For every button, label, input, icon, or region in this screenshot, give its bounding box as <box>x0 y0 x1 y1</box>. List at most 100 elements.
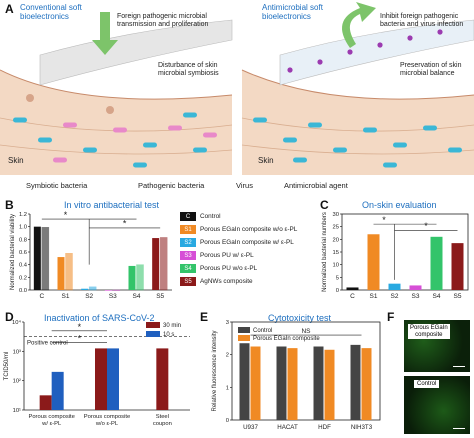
symbiotic-bacterium <box>83 147 97 153</box>
d-legend-swatch <box>146 331 160 337</box>
e-bar <box>350 344 361 420</box>
pathogenic-bacterium <box>53 157 67 163</box>
legend-swatch: S1 <box>180 225 196 234</box>
right-title: Antimicrobial soft bioelectronics <box>262 3 323 21</box>
legend-antimicrobial: Antimicrobial agent <box>284 181 348 190</box>
symbiotic-bacterium <box>333 147 347 153</box>
symbiotic-bacterium <box>308 122 322 128</box>
pathogenic-bacterium <box>63 122 77 128</box>
panel-b-title: In vitro antibacterial test <box>64 200 160 210</box>
e-ytick-label: 2 <box>226 353 229 359</box>
c-xtick-label: S3 <box>412 293 420 300</box>
symbiotic-bacterium <box>193 147 207 153</box>
d-bar <box>156 348 169 410</box>
symbiotic-bacterium <box>253 117 267 123</box>
antimicrobial-agent <box>287 67 293 73</box>
b-xtick-label: S3 <box>109 293 117 300</box>
antimicrobial-agent <box>377 42 383 48</box>
d-ytick-label: 10² <box>13 379 21 385</box>
c-ylabel: Normalized bacterial numbers <box>322 212 328 292</box>
panel-e-letter: E <box>200 310 209 324</box>
right-annot-1: Inhibit foreign pathogenic bacteria and … <box>380 13 464 29</box>
panel-a-letter: A <box>5 2 14 16</box>
symbiotic-bacterium <box>423 125 437 131</box>
symbiotic-bacterium <box>293 157 307 163</box>
c-star-2: * <box>424 221 428 231</box>
legend-bc-item: S4 Porous PU w/o ε-PL <box>180 264 257 273</box>
legend-label: Porous PU w/o ε-PL <box>200 265 258 272</box>
b-bar <box>33 226 41 290</box>
down-arrow-icon <box>92 12 118 55</box>
d-star-1: * <box>78 334 82 344</box>
b-ytick-label: 1.2 <box>19 212 27 218</box>
symbiotic-bacterium <box>283 137 297 143</box>
d-xtick-label: w/ ε-PL <box>41 421 62 427</box>
b-bar <box>136 264 144 291</box>
e-ytick-label: 0 <box>226 418 229 424</box>
fluorescence-image-bottom: Control <box>404 376 470 434</box>
c-bar <box>367 234 380 290</box>
legend-label: Porous EGaIn composite w/ ε-PL <box>200 239 294 246</box>
legend-swatch: S3 <box>180 251 196 260</box>
b-xtick-label: S5 <box>156 293 164 300</box>
legend-virus: Virus <box>236 181 253 190</box>
panel-f-letter: F <box>387 310 395 324</box>
d-xtick-label: Porous composite <box>28 414 74 420</box>
d-positive-control-label: Positive control <box>27 341 68 347</box>
e-legend-label: Control <box>253 328 272 334</box>
e-frame <box>231 321 381 421</box>
legend-label: AgNWs composite <box>200 278 253 285</box>
fluorescence-image-top: Porous EGaIn composite <box>404 320 470 372</box>
b-ytick-label: 1.0 <box>19 225 27 231</box>
d-xtick-label: Porous composite <box>84 414 130 420</box>
legend-bc-item: C Control <box>180 212 221 221</box>
e-ylabel: Relative fluorescence intensity <box>212 330 218 411</box>
c-star-1: * <box>382 215 386 225</box>
symbiotic-bacterium <box>143 142 157 148</box>
c-ytick-label: 25 <box>333 225 339 231</box>
c-bar <box>346 287 359 290</box>
d-xtick-label: coupon <box>153 421 172 427</box>
c-bar <box>388 283 401 290</box>
e-legend-swatch <box>238 335 250 341</box>
c-bar <box>430 236 443 290</box>
right-skin-label: Skin <box>258 156 274 165</box>
c-ytick-label: 10 <box>333 263 339 269</box>
e-bar <box>276 346 287 420</box>
panel-b-letter: B <box>5 198 14 212</box>
b-ytick-label: 0.0 <box>19 288 27 294</box>
pathogenic-bacterium <box>113 127 127 133</box>
pathogenic-bacterium <box>203 132 217 138</box>
e-bar <box>287 348 298 420</box>
symbiotic-bacterium <box>393 142 407 148</box>
legend-bc-item: S2 Porous EGaIn composite w/ ε-PL <box>180 238 294 247</box>
scale-bar <box>453 365 465 367</box>
d-legend-label: 10 s <box>163 332 174 338</box>
c-ytick-label: 0 <box>336 288 339 294</box>
c-bar <box>409 285 422 290</box>
e-ytick-label: 3 <box>226 320 229 326</box>
b-bar <box>57 257 65 290</box>
antimicrobial-agent <box>347 49 353 55</box>
d-bar <box>107 348 119 410</box>
c-ytick-label: 5 <box>336 275 339 281</box>
d-bar <box>39 395 52 410</box>
c-ytick-label: 15 <box>333 250 339 256</box>
b-ytick-label: 0.8 <box>19 237 27 243</box>
legend-label: Control <box>200 213 221 220</box>
c-xtick-label: S4 <box>433 293 441 300</box>
legend-pathogenic: Pathogenic bacteria <box>138 181 205 190</box>
legend-label: Porous EGaIn composite w/o ε-PL <box>200 226 298 233</box>
e-bar <box>324 349 335 420</box>
b-star-2: * <box>123 219 127 229</box>
panel-c-title: On-skin evaluation <box>362 200 437 210</box>
curved-arrow-icon <box>342 2 376 48</box>
b-xtick-label: S1 <box>62 293 70 300</box>
legend-swatch: S2 <box>180 238 196 247</box>
b-xtick-label: C <box>39 293 44 300</box>
symbiotic-bacterium <box>38 137 52 143</box>
c-xtick-label: C <box>350 293 355 300</box>
